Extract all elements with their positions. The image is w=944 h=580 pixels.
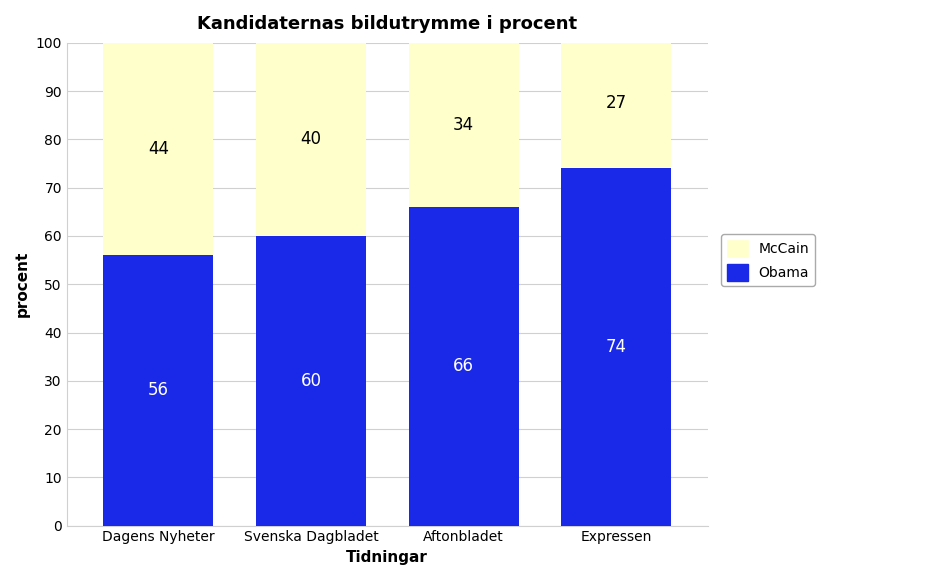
Text: 60: 60 <box>300 372 322 390</box>
Text: 27: 27 <box>606 94 627 112</box>
Text: 74: 74 <box>606 338 627 356</box>
Text: 44: 44 <box>148 140 169 158</box>
Y-axis label: procent: procent <box>15 251 30 317</box>
Text: 56: 56 <box>148 382 169 400</box>
X-axis label: Tidningar: Tidningar <box>346 550 429 565</box>
Bar <box>562 38 671 168</box>
Bar <box>562 168 671 525</box>
Text: 40: 40 <box>300 130 322 148</box>
Legend: McCain, Obama: McCain, Obama <box>721 234 815 286</box>
Title: Kandidaternas bildutrymme i procent: Kandidaternas bildutrymme i procent <box>197 15 578 33</box>
Text: 34: 34 <box>453 116 474 134</box>
Text: 66: 66 <box>453 357 474 375</box>
Bar <box>409 207 518 525</box>
Bar <box>409 43 518 207</box>
Bar <box>104 43 213 255</box>
Bar <box>256 236 366 525</box>
Bar <box>256 43 366 236</box>
Bar <box>104 255 213 525</box>
